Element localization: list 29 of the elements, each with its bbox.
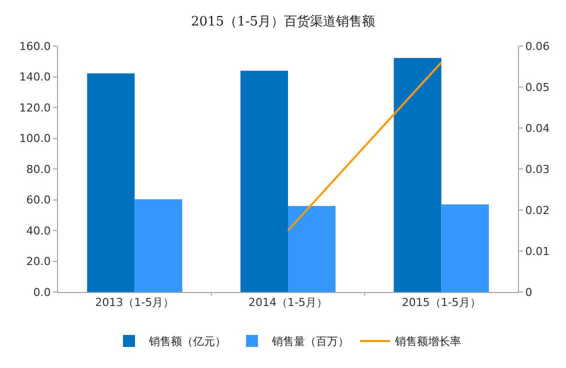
bar — [87, 73, 135, 292]
y-tick-label: 40.0 — [26, 224, 51, 238]
bar — [134, 199, 182, 292]
bar — [288, 206, 336, 292]
x-tick-label: 2014（1-5月） — [248, 296, 328, 310]
y2-tick-label: 0.02 — [525, 204, 550, 217]
y-tick-label: 0.0 — [33, 286, 51, 299]
y-tick-label: 20.0 — [26, 255, 51, 268]
y-tick-label: 100.0 — [19, 132, 51, 146]
y-tick-label: 120.0 — [19, 101, 51, 114]
y2-tick-label: 0.01 — [525, 244, 550, 258]
y2-tick-label: 0 — [525, 286, 532, 299]
chart-title: 2015（1-5月）百货渠道销售额 — [190, 14, 376, 30]
legend-label: 销售量（百万） — [271, 335, 349, 348]
y2-tick-label: 0.06 — [525, 40, 550, 53]
y-tick-label: 160.0 — [19, 40, 51, 53]
bar — [441, 204, 489, 292]
y2-tick-label: 0.03 — [525, 162, 550, 176]
legend-label: 销售额增长率 — [394, 335, 461, 348]
bar — [240, 70, 288, 292]
x-tick-label: 2013（1-5月） — [95, 296, 174, 310]
y-tick-label: 60.0 — [26, 194, 51, 207]
y2-tick-label: 0.04 — [525, 122, 550, 135]
x-tick-label: 2015（1-5月） — [402, 296, 481, 310]
y-tick-label: 80.0 — [26, 162, 51, 176]
legend-label: 销售额（亿元） — [148, 335, 226, 348]
bar — [394, 58, 442, 292]
y-tick-label: 140.0 — [19, 70, 51, 84]
y2-tick-label: 0.05 — [525, 80, 550, 94]
